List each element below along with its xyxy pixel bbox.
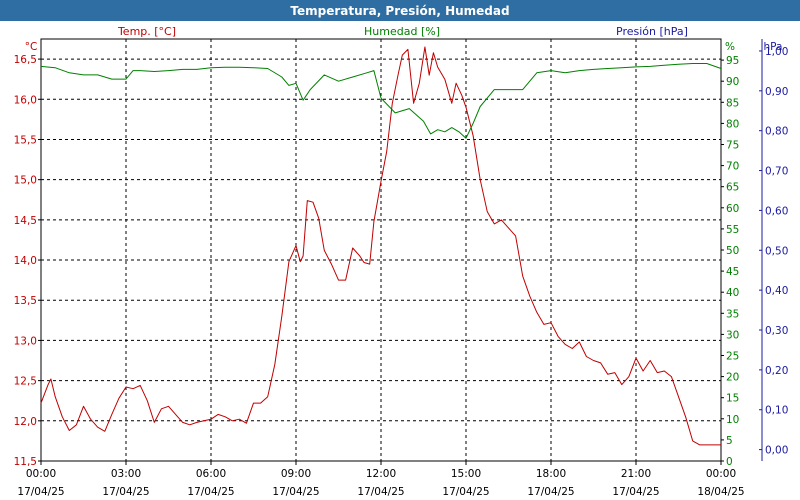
- hum-tick-label: 0: [726, 456, 733, 468]
- x-tick-time: 15:00: [451, 468, 481, 480]
- hum-tick-label: 90: [726, 76, 739, 88]
- temp-tick-label: 13,0: [14, 335, 37, 347]
- chart-title: Temperatura, Presión, Humedad: [0, 0, 800, 21]
- temperature-axis-header: Temp. [°C]: [117, 25, 176, 38]
- hum-tick-label: 75: [726, 140, 739, 152]
- hum-tick-label: 45: [726, 266, 739, 278]
- x-tick-date: 17/04/25: [612, 486, 659, 498]
- hum-tick-label: 25: [726, 351, 739, 363]
- pres-tick-label: 0,80: [765, 126, 788, 138]
- temp-tick-label: 12,5: [14, 376, 37, 388]
- x-tick-date: 17/04/25: [272, 486, 319, 498]
- x-tick-time: 06:00: [196, 468, 226, 480]
- temp-tick-label: 15,5: [14, 134, 37, 146]
- hum-tick-label: 95: [726, 55, 739, 67]
- labels-layer: 11,5 12,0 12,5 13,0 13,5 14,0 14,5 15,0 15,5 16,0…: [14, 46, 789, 498]
- x-tick-date: 17/04/25: [527, 486, 574, 498]
- x-tick-date: 17/04/25: [357, 486, 404, 498]
- pres-tick-label: 0,50: [765, 245, 788, 257]
- temperature-series-line: [40, 46, 721, 446]
- temp-tick-label: 13,5: [14, 295, 37, 307]
- x-tick-date: 18/04/25: [697, 486, 744, 498]
- x-tick-time: 00:00: [26, 468, 56, 480]
- x-tick-date: 17/04/25: [187, 486, 234, 498]
- pressure-axis-header: Presión [hPa]: [616, 25, 688, 38]
- hum-tick-label: 85: [726, 97, 739, 109]
- pres-tick-label: 0,40: [765, 285, 788, 297]
- humidity-series-line: [40, 63, 722, 139]
- x-tick-time: 09:00: [281, 468, 311, 480]
- hum-tick-label: 15: [726, 393, 739, 405]
- x-tick-time: 12:00: [366, 468, 396, 480]
- temp-tick-label: 14,0: [14, 255, 37, 267]
- humidity-unit-label: %: [725, 41, 735, 53]
- temperature-unit-label: °C: [25, 41, 38, 53]
- hum-tick-label: 60: [726, 203, 739, 215]
- pres-tick-label: 0,90: [765, 86, 788, 98]
- temp-tick-label: 12,0: [14, 416, 37, 428]
- pres-tick-label: 0,60: [765, 205, 788, 217]
- axes-layer: [38, 38, 763, 465]
- pres-tick-label: 0,30: [765, 325, 788, 337]
- hum-tick-label: 35: [726, 308, 739, 320]
- hum-tick-label: 55: [726, 224, 739, 236]
- pres-tick-label: 0,20: [765, 365, 788, 377]
- hum-tick-label: 70: [726, 161, 739, 173]
- pres-tick-label: 1,00: [765, 46, 788, 58]
- hum-tick-label: 20: [726, 372, 739, 384]
- hum-tick-label: 30: [726, 329, 739, 341]
- hum-tick-label: 10: [726, 414, 739, 426]
- pres-tick-label: 0,70: [765, 166, 788, 178]
- pres-tick-label: 0,10: [765, 405, 788, 417]
- x-tick-time: 00:00: [706, 468, 736, 480]
- grid-layer: [41, 39, 721, 461]
- hum-tick-label: 40: [726, 287, 739, 299]
- pres-tick-label: 0,00: [765, 445, 788, 457]
- hum-tick-label: 80: [726, 118, 739, 130]
- temp-tick-label: 11,5: [14, 456, 37, 468]
- pressure-unit-label: hPa: [764, 41, 783, 53]
- x-tick-date: 17/04/25: [17, 486, 64, 498]
- temp-tick-label: 16,0: [14, 94, 37, 106]
- x-tick-date: 17/04/25: [442, 486, 489, 498]
- hum-tick-label: 65: [726, 182, 739, 194]
- x-tick-date: 17/04/25: [102, 486, 149, 498]
- x-tick-time: 18:00: [536, 468, 566, 480]
- series-layer: [40, 46, 722, 446]
- temp-tick-label: 14,5: [14, 215, 37, 227]
- hum-tick-label: 50: [726, 245, 739, 257]
- humidity-axis-header: Humedad [%]: [364, 25, 440, 38]
- x-tick-time: 03:00: [111, 468, 141, 480]
- hum-tick-label: 5: [726, 435, 733, 447]
- x-tick-time: 21:00: [621, 468, 651, 480]
- temp-tick-label: 15,0: [14, 175, 37, 187]
- temp-tick-label: 16,5: [14, 54, 37, 66]
